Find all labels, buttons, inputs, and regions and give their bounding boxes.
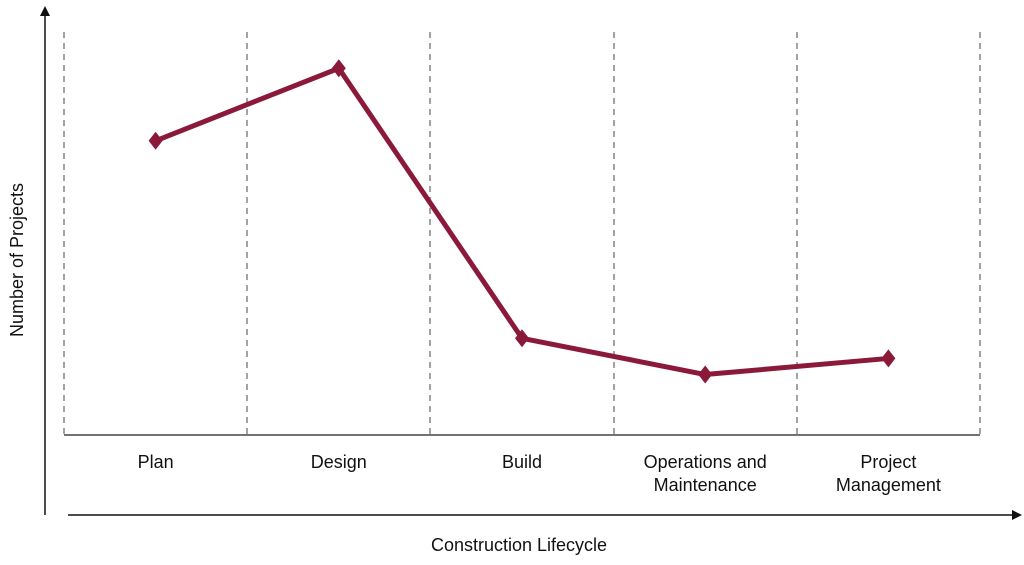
x-axis-title: Construction Lifecycle <box>431 535 607 555</box>
marker <box>515 329 529 348</box>
x-tick-label: Design <box>310 452 367 472</box>
line <box>154 65 889 378</box>
x-tick-label: Project Management <box>835 452 941 495</box>
x-tick-label: Plan <box>137 452 174 472</box>
x-tick-label: Operations and Maintenance <box>643 452 767 495</box>
x-tick-label: Build <box>501 452 543 472</box>
marker <box>148 131 163 150</box>
y-axis-title: Number of Projects <box>7 183 27 337</box>
marker <box>331 59 346 78</box>
marker <box>881 349 896 368</box>
separators <box>63 32 981 435</box>
marker <box>698 365 713 384</box>
